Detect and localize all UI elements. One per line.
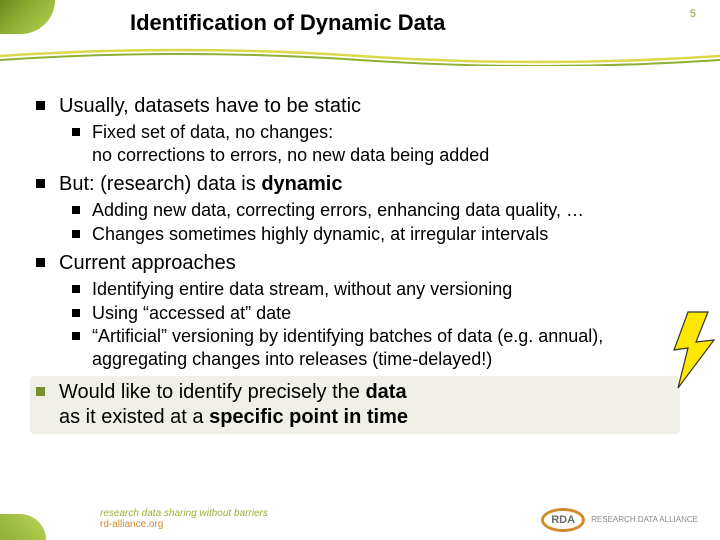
header-wave-divider bbox=[0, 46, 720, 66]
rda-logo-text: RESEARCH DATA ALLIANCE bbox=[591, 516, 698, 524]
bullet-marker-icon bbox=[36, 387, 45, 396]
footer-url: rd-alliance.org bbox=[100, 519, 268, 530]
footer-tagline: research data sharing without barriers bbox=[100, 508, 268, 519]
bullet-sub-item: Fixed set of data, no changes: no correc… bbox=[72, 121, 700, 166]
bullet-marker-icon bbox=[36, 179, 45, 188]
bullet-marker-icon bbox=[72, 128, 80, 136]
bullet-item: Usually, datasets have to be static bbox=[36, 94, 700, 119]
bullet-item: Current approaches bbox=[36, 251, 700, 276]
bullet-text: “Artificial” versioning by identifying b… bbox=[92, 325, 700, 370]
bullet-sub-item: Identifying entire data stream, without … bbox=[72, 278, 700, 301]
bullet-marker-icon bbox=[36, 101, 45, 110]
bullet-sub-item: Adding new data, correcting errors, enha… bbox=[72, 199, 700, 222]
bullet-text: Fixed set of data, no changes: no correc… bbox=[92, 121, 489, 166]
bullet-text: Usually, datasets have to be static bbox=[59, 94, 361, 119]
bullet-marker-icon bbox=[36, 258, 45, 267]
bullet-item: But: (research) data is dynamic bbox=[36, 172, 700, 197]
bullet-sub-item: Using “accessed at” date bbox=[72, 302, 700, 325]
bullet-marker-icon bbox=[72, 309, 80, 317]
slide-content: Usually, datasets have to be static Fixe… bbox=[0, 60, 720, 434]
rda-logo-icon: RDA bbox=[541, 508, 585, 532]
bullet-text: Identifying entire data stream, without … bbox=[92, 278, 512, 301]
lightning-icon bbox=[670, 310, 718, 390]
page-number: 5 bbox=[690, 8, 696, 20]
slide-header: Identification of Dynamic Data 5 bbox=[0, 0, 720, 60]
bullet-text: Changes sometimes highly dynamic, at irr… bbox=[92, 223, 548, 246]
bullet-marker-icon bbox=[72, 332, 80, 340]
bullet-text: Using “accessed at” date bbox=[92, 302, 291, 325]
bullet-marker-icon bbox=[72, 230, 80, 238]
footer-left-block: research data sharing without barriers r… bbox=[100, 508, 268, 530]
bullet-sub-item: Changes sometimes highly dynamic, at irr… bbox=[72, 223, 700, 246]
bullet-marker-icon bbox=[72, 285, 80, 293]
bullet-marker-icon bbox=[72, 206, 80, 214]
footer-logo-block: RDA RESEARCH DATA ALLIANCE bbox=[541, 508, 698, 532]
slide-title: Identification of Dynamic Data bbox=[0, 10, 720, 36]
bullet-text: Current approaches bbox=[59, 251, 236, 276]
bullet-text: But: (research) data is dynamic bbox=[59, 172, 342, 197]
bullet-text: Adding new data, correcting errors, enha… bbox=[92, 199, 584, 222]
bullet-text: Would like to identify precisely the dat… bbox=[59, 380, 408, 430]
bullet-sub-item: “Artificial” versioning by identifying b… bbox=[72, 325, 700, 370]
slide-footer: research data sharing without barriers r… bbox=[0, 500, 720, 540]
bullet-item-highlighted: Would like to identify precisely the dat… bbox=[30, 376, 680, 434]
footer-corner-ornament bbox=[0, 514, 46, 540]
